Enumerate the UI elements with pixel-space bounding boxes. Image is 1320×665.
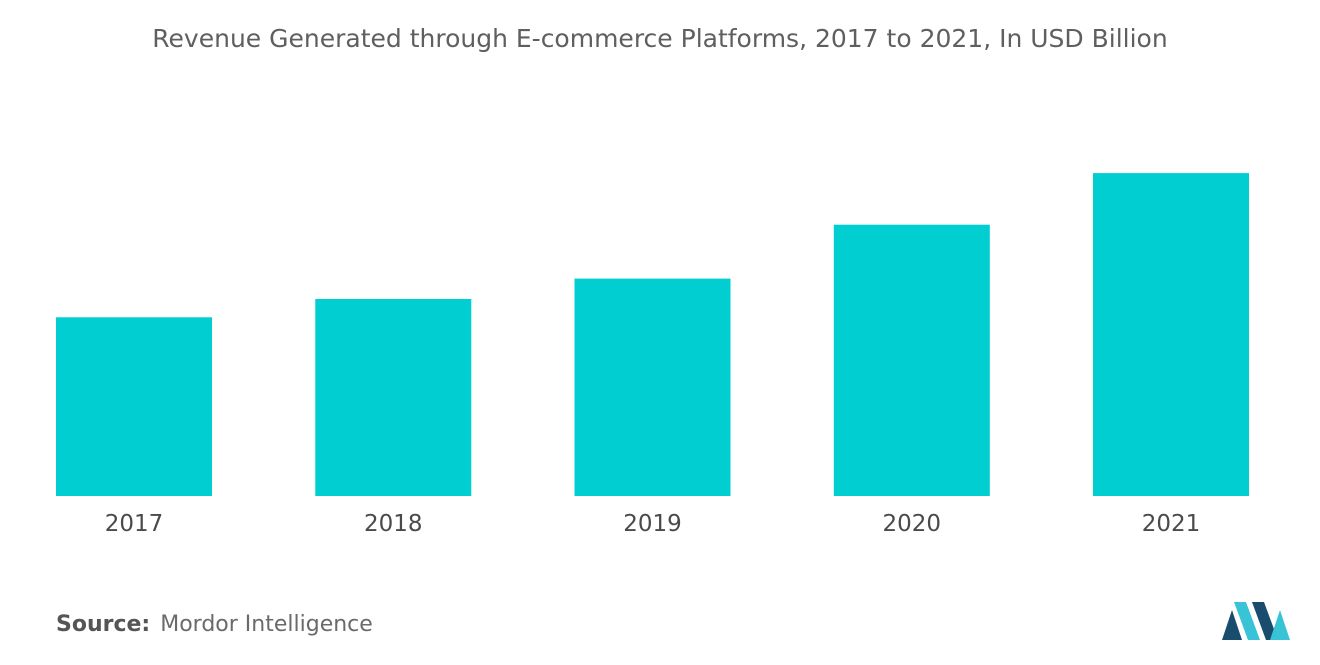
x-tick-label-2017: 2017: [105, 511, 164, 537]
source-note: Source: Mordor Intelligence: [56, 612, 373, 637]
chart-title: Revenue Generated through E-commerce Pla…: [152, 24, 1168, 53]
source-label: Source:: [56, 612, 151, 637]
bar-2020: [833, 224, 990, 496]
x-tick-label-2020: 2020: [883, 511, 942, 537]
bar-2018: [315, 299, 472, 496]
x-tick-label-2019: 2019: [623, 511, 682, 537]
bar-2021: [1093, 173, 1249, 496]
x-tick-label-2018: 2018: [364, 511, 423, 537]
bar-2019: [574, 278, 731, 496]
bar-2017: [56, 317, 212, 496]
source-text: Mordor Intelligence: [160, 612, 373, 637]
x-tick-label-2021: 2021: [1142, 511, 1201, 537]
mordor-intelligence-logo: [1222, 602, 1290, 640]
